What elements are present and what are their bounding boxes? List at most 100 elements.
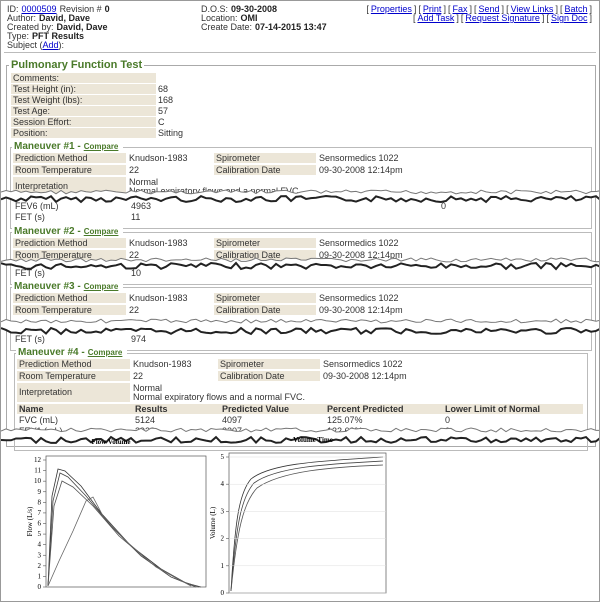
row-value: Knudson-1983 (129, 293, 188, 303)
y-tick-label: 1 (221, 562, 225, 570)
row-label: Prediction Method (13, 293, 126, 303)
compare-link[interactable]: Compare (83, 282, 119, 291)
field-value: 57 (158, 106, 169, 116)
torn-edge (1, 261, 599, 271)
text: ): (58, 40, 65, 50)
row-label: Calibration Date (218, 371, 320, 381)
row-label: Calibration Date (214, 165, 316, 175)
result-name: FVC (mL) (19, 415, 58, 425)
torn-edge (1, 194, 599, 204)
action-link[interactable]: View Links (510, 4, 554, 14)
y-tick-label: 7 (38, 509, 42, 517)
row-label: Prediction Method (13, 153, 126, 163)
bracket: [ (447, 4, 451, 14)
maneuver-box (10, 287, 592, 351)
maneuver-heading: Maneuver #2 - Compare (12, 226, 124, 238)
header-line: Subject (Add): (7, 40, 67, 50)
flow-curve (47, 480, 200, 588)
field-label: Test Height (in): (11, 84, 156, 94)
action-link[interactable]: Request Signature (465, 13, 540, 23)
id-link[interactable]: 0000509 (21, 4, 57, 14)
row-value: 09-30-2008 12:14pm (319, 305, 403, 315)
y-tick-label: 8 (38, 498, 42, 506)
action-link[interactable]: Fax (452, 4, 468, 14)
torn-edge (1, 326, 599, 336)
y-tick-label: 3 (221, 507, 225, 515)
compare-link[interactable]: Compare (83, 142, 119, 151)
subject-link[interactable]: Add (42, 40, 59, 50)
result-result: 974 (131, 334, 147, 344)
result-name: FET (s) (15, 212, 45, 222)
action-link[interactable]: Print (422, 4, 442, 14)
result-name: FET (s) (15, 334, 45, 344)
bracket: ] (589, 4, 592, 14)
column-header: Lower Limit of Normal (445, 404, 541, 414)
bracket: ] (413, 4, 417, 14)
header-line: [Add Task][Request Signature][Sign Doc] (412, 13, 593, 23)
field-label: Session Effort: (11, 117, 156, 127)
results-header-bg (17, 404, 583, 414)
row-value: 22 (133, 371, 144, 381)
result-result: 11 (131, 212, 141, 222)
field-label: Comments: (11, 73, 156, 83)
action-link[interactable]: Send (478, 4, 500, 14)
action-link[interactable]: Batch (564, 4, 588, 14)
volume-curve (230, 460, 384, 592)
volume-curve (230, 464, 384, 592)
text: Author: (7, 13, 37, 23)
text: Created by: (7, 22, 54, 32)
volume-curve (230, 456, 384, 592)
y-tick-label: 0 (38, 583, 42, 591)
divider (4, 52, 596, 53)
text: Subject ( (7, 40, 43, 50)
torn-edge (1, 435, 599, 445)
y-axis-label: Volume (L) (209, 506, 217, 539)
maneuver-box (14, 353, 588, 451)
compare-link[interactable]: Compare (87, 348, 123, 357)
maneuver-box (10, 232, 592, 285)
header-line: ID: 0000509 Revision #0 (7, 4, 113, 14)
result-result: 4963 (131, 201, 152, 211)
row-value: 09-30-2008 12:14pm (319, 165, 403, 175)
row-label: Calibration Date (214, 250, 316, 260)
torn-edge (1, 257, 599, 263)
maneuver-heading: Maneuver #3 - Compare (12, 281, 124, 293)
row-value: Knudson-1983 (129, 238, 188, 248)
row-label: Spirometer (214, 238, 316, 248)
y-axis-label: Flow (L/s) (26, 506, 34, 536)
result-result: 5124 (135, 415, 156, 425)
header-line: D.O.S: 09-30-2008 (201, 4, 280, 14)
column-header: Name (19, 404, 44, 414)
text: 07-14-2015 13:47 (255, 22, 327, 32)
row-value: 22 (129, 165, 140, 175)
text: OMI (240, 13, 258, 23)
result-predicted: 4097 (222, 415, 243, 425)
row-label: Room Temperature (13, 305, 126, 315)
result-percent: 125.07% (327, 415, 363, 425)
text: David, Dave (39, 13, 91, 23)
row-label: Room Temperature (17, 371, 130, 381)
bracket: ] (555, 4, 558, 14)
y-tick-label: 9 (38, 488, 42, 496)
result-lower: 0 (441, 201, 447, 211)
maneuver-title: Maneuver #3 - (14, 281, 81, 292)
row-label: Prediction Method (13, 238, 126, 248)
row-label: Room Temperature (13, 250, 126, 260)
flow-curve (47, 496, 192, 587)
action-link[interactable]: Add Task (417, 13, 455, 23)
field-value: Sitting (158, 128, 184, 138)
row-value: 22 (129, 305, 140, 315)
text: Location: (201, 13, 238, 23)
result-name: FEV6 (mL) (15, 201, 59, 211)
action-link[interactable]: Sign Doc (550, 13, 588, 23)
compare-link[interactable]: Compare (83, 227, 119, 236)
section-title: Pulmonary Function Test (9, 59, 145, 71)
text: David, Dave (56, 22, 108, 32)
flow-curve (47, 472, 197, 588)
result-result: 10 (131, 268, 142, 278)
action-link[interactable]: Properties (370, 4, 412, 14)
field-label: Test Age: (11, 106, 156, 116)
text: 0 (104, 4, 110, 14)
